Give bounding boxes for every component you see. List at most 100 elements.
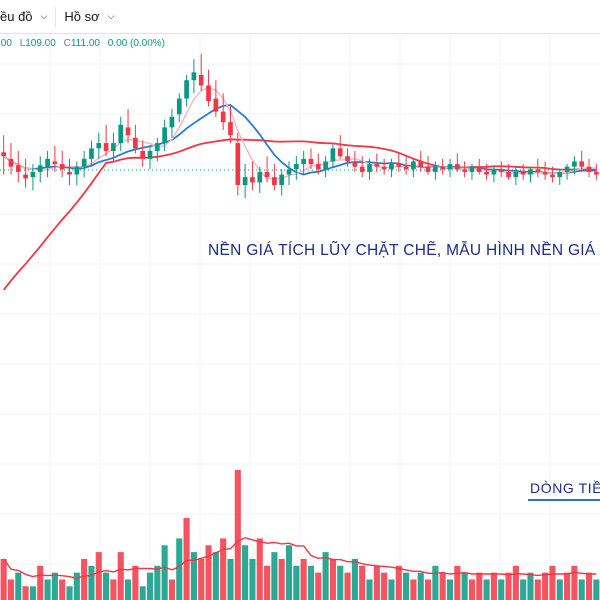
volume-bar bbox=[7, 579, 15, 600]
volume-bar bbox=[534, 579, 541, 600]
candle-body bbox=[564, 166, 570, 172]
volume-bar bbox=[571, 565, 578, 600]
volume-bar bbox=[593, 579, 600, 600]
candle-body bbox=[89, 148, 94, 159]
volume-bar bbox=[139, 586, 146, 600]
volume-bar bbox=[212, 552, 219, 600]
candle-body bbox=[308, 158, 314, 165]
volume-bar bbox=[461, 572, 468, 600]
candle-body bbox=[74, 166, 80, 175]
candle-body bbox=[8, 158, 14, 167]
candle-body bbox=[111, 143, 116, 151]
volume-bar bbox=[585, 572, 593, 600]
toolbar-divider bbox=[55, 6, 57, 27]
volume-bar bbox=[29, 586, 36, 600]
volume-bar bbox=[498, 579, 505, 600]
volume-bar bbox=[410, 579, 417, 600]
volume-bar bbox=[161, 545, 168, 600]
ohlc-legend: .00 L109.00 C111.00 0.00 (0.00%) bbox=[0, 38, 165, 49]
candle-body bbox=[484, 171, 489, 175]
volume-bar bbox=[337, 565, 344, 600]
candle-body bbox=[550, 174, 555, 178]
candle-body bbox=[147, 150, 153, 159]
candle-body bbox=[67, 171, 72, 175]
volume-bar bbox=[183, 517, 190, 600]
candle-body bbox=[528, 169, 533, 175]
candle-body bbox=[454, 164, 460, 170]
candle-body bbox=[396, 164, 402, 167]
volume-bar bbox=[395, 565, 402, 600]
price-chart[interactable] bbox=[0, 34, 600, 600]
candle-body bbox=[367, 164, 372, 172]
ohlc-open: .00 bbox=[0, 38, 12, 49]
volume-ma-line bbox=[3, 536, 597, 579]
candle-body bbox=[498, 169, 504, 172]
candle-body bbox=[15, 165, 21, 172]
profile-menu[interactable]: Hồ sơ ⌵ bbox=[56, 0, 122, 33]
candle-body bbox=[133, 137, 138, 149]
ma-mid-line bbox=[3, 104, 597, 176]
volume-bar bbox=[322, 552, 329, 600]
volume-bar bbox=[124, 579, 132, 600]
candle-body bbox=[250, 177, 255, 183]
ma-slow-line bbox=[2, 138, 597, 291]
volume-bar bbox=[520, 579, 527, 600]
candle-body bbox=[476, 166, 482, 172]
volume-bar bbox=[556, 579, 563, 600]
candle-body bbox=[96, 143, 102, 149]
volume-bar bbox=[315, 572, 322, 600]
volume-bar bbox=[37, 565, 44, 600]
candle-body bbox=[389, 164, 394, 170]
candle-body bbox=[37, 165, 43, 172]
chart-menu[interactable]: ều đồ ⌵ bbox=[0, 0, 55, 33]
volume-bar bbox=[264, 565, 271, 600]
candle-body bbox=[118, 124, 124, 144]
volume-bar bbox=[44, 579, 51, 600]
candle-body bbox=[154, 143, 160, 151]
candle-body bbox=[425, 166, 431, 172]
volume-bar bbox=[66, 586, 73, 600]
candle-body bbox=[323, 161, 328, 170]
volume-bar bbox=[242, 545, 249, 600]
volume-bar bbox=[249, 558, 256, 600]
volume-bar bbox=[476, 572, 483, 600]
volume-bar bbox=[234, 470, 241, 600]
candle-body bbox=[264, 171, 270, 178]
volume-bar bbox=[505, 572, 512, 600]
candle-body bbox=[235, 143, 241, 186]
volume-bar bbox=[176, 538, 183, 600]
candle-body bbox=[374, 164, 380, 167]
candle-body bbox=[103, 143, 109, 151]
volume-bar bbox=[417, 572, 424, 600]
candle-body bbox=[59, 164, 65, 170]
candle-body bbox=[469, 166, 475, 172]
candle-body bbox=[30, 171, 36, 178]
volume-bar bbox=[59, 579, 66, 600]
candle-body bbox=[294, 164, 299, 170]
volume-bar bbox=[403, 572, 410, 600]
volume-bar bbox=[0, 558, 7, 600]
volume-bar bbox=[110, 579, 117, 600]
candle-body bbox=[228, 122, 233, 136]
chevron-down-icon: ⌵ bbox=[40, 11, 48, 21]
volume-bar bbox=[527, 572, 534, 600]
annotation-underline bbox=[528, 499, 600, 501]
ma-fast-line bbox=[3, 86, 597, 180]
volume-bar bbox=[256, 538, 263, 600]
candle-body bbox=[345, 156, 350, 162]
volume-bar bbox=[381, 572, 388, 600]
candle-body bbox=[81, 158, 87, 167]
chevron-down-icon: ⌵ bbox=[107, 11, 115, 21]
candle-body bbox=[286, 169, 292, 175]
volume-bar bbox=[432, 565, 439, 600]
candle-body bbox=[411, 161, 416, 170]
volume-bar bbox=[388, 579, 395, 600]
volume-bar bbox=[117, 552, 124, 600]
candle-body bbox=[140, 150, 146, 159]
candle-body bbox=[330, 148, 336, 162]
ohlc-low-value: 109.00 bbox=[25, 38, 56, 49]
ohlc-close-value: 111.00 bbox=[70, 38, 100, 49]
volume-bar bbox=[146, 572, 154, 600]
volume-bar bbox=[95, 552, 102, 600]
volume-bar bbox=[73, 572, 80, 600]
